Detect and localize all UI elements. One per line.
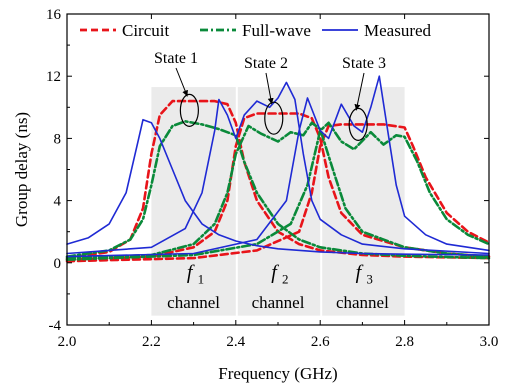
legend-label: Circuit (122, 21, 169, 40)
series-measured-curve-2 (66, 81, 490, 255)
series-circuit-curve-3 (65, 123, 491, 263)
y-tick-label: 8 (54, 131, 62, 147)
legend-label: Full-wave (242, 21, 311, 40)
x-tick-label: 2.6 (311, 334, 330, 350)
series-full-wave-curve-3 (65, 121, 491, 261)
state-label: State 1 (154, 50, 198, 67)
x-tick-label: 2.2 (142, 334, 161, 350)
x-tick-label: 2.0 (58, 334, 77, 350)
series-full-wave-curve-2 (65, 121, 491, 260)
channel-label-symbol: f (271, 261, 279, 283)
x-tick-label: 2.8 (395, 334, 414, 350)
channel-band-2 (237, 87, 321, 316)
y-axis-label: Group delay (ns) (12, 112, 31, 227)
channel-label-word: channel (336, 293, 389, 312)
series-full-wave-curve-1 (65, 120, 491, 260)
y-tick-label: 12 (46, 69, 61, 85)
x-tick-label: 3.0 (480, 334, 499, 350)
state-arrow (265, 72, 274, 105)
state-arrow (175, 67, 188, 97)
channel-label-subscript: 1 (198, 271, 205, 286)
state-ellipse (179, 93, 199, 128)
legend-label: Measured (364, 21, 432, 40)
state-annotations: State 1 State 2 State 3 (154, 50, 386, 142)
y-tick-label: 4 (54, 194, 62, 210)
y-tick-label: 0 (54, 256, 62, 272)
state-ellipse (264, 101, 284, 135)
channel-label-word: channel (252, 293, 305, 312)
channel-label-subscript: 2 (282, 271, 289, 286)
channel-label-symbol: f (356, 261, 364, 283)
legend: Circuit Full-wave Measured (80, 21, 432, 40)
x-axis-label: Frequency (GHz) (218, 364, 337, 383)
series-measured-curve-1 (66, 118, 490, 256)
state-arrow (354, 72, 365, 111)
channel-label-subscript: 3 (366, 271, 373, 286)
y-tick-label: -4 (49, 318, 62, 334)
channel-label-word: channel (167, 293, 220, 312)
series-measured-curve-3 (66, 75, 490, 258)
x-tick-label: 2.4 (226, 334, 245, 350)
state-label: State 3 (342, 55, 386, 72)
series-circuit-curve-1 (65, 99, 491, 260)
state-label: State 2 (244, 55, 288, 72)
curves (65, 75, 491, 263)
channel-label-symbol: f (187, 261, 195, 283)
y-tick-label: 16 (46, 7, 62, 23)
series-circuit-curve-2 (65, 112, 491, 261)
